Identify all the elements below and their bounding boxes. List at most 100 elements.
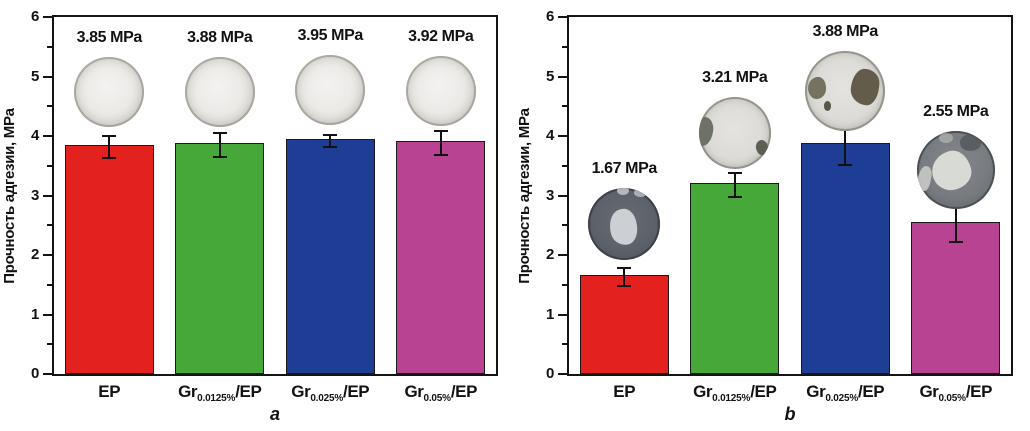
- category-text: Gr: [178, 382, 198, 401]
- plot-area: [567, 15, 1013, 376]
- error-bar: [439, 130, 442, 155]
- error-bar-cap: [617, 284, 632, 287]
- category-subscript: 0.025%: [825, 393, 859, 404]
- y-tick-label: 1: [30, 305, 39, 323]
- bar-value-label: 2.55 MPa: [923, 103, 989, 121]
- y-axis-minor-tick: [562, 105, 567, 108]
- y-axis-major-tick: [558, 75, 567, 78]
- y-axis-major-tick: [43, 254, 52, 256]
- category-text: EP: [613, 382, 636, 401]
- plot-area: [52, 15, 498, 376]
- category-text: Gr: [693, 382, 713, 401]
- error-bar: [844, 124, 847, 166]
- y-tick-label: 4: [30, 127, 39, 144]
- bar-Gr0.05%/EP: [396, 140, 486, 374]
- error-bar: [329, 135, 332, 147]
- disk-surface-patch: [928, 147, 975, 195]
- y-axis-major-tick: [558, 194, 567, 197]
- category-text: Gr: [806, 382, 826, 401]
- panel-letter: b: [784, 404, 796, 424]
- y-tick-label: 0: [30, 365, 39, 382]
- bar-value-label: 3.95 MPa: [297, 27, 364, 45]
- y-tick-label: 1: [545, 305, 554, 323]
- category-text: Gr: [404, 382, 424, 401]
- y-tick-label: 2: [30, 246, 39, 263]
- error-bar-cap: [727, 172, 742, 175]
- error-bar: [954, 206, 957, 243]
- bar-value-label: 3.88 MPa: [187, 28, 253, 46]
- bar-EP: [579, 274, 669, 374]
- disk-surface-patch: [617, 187, 629, 195]
- category-subscript: 0.0125%: [712, 393, 751, 404]
- y-axis-minor-tick: [47, 343, 52, 346]
- x-category-label: Gr0.0125%/EP: [660, 381, 810, 404]
- error-bar: [733, 173, 736, 197]
- category-text: /EP: [965, 382, 993, 401]
- bar-value-label: 3.92 MPa: [408, 27, 474, 45]
- y-axis-minor-tick: [47, 45, 52, 48]
- sample-disk-photo: [805, 50, 886, 131]
- y-axis-minor-tick: [562, 283, 567, 286]
- error-bar-cap: [323, 145, 338, 148]
- disk-surface-patch: [634, 188, 648, 198]
- error-bar-cap: [102, 156, 117, 159]
- y-axis-major-tick: [558, 313, 567, 316]
- category-text: /EP: [235, 382, 262, 401]
- x-category-label: Gr0.025%/EP: [255, 381, 405, 404]
- disk-surface-patch: [958, 133, 982, 153]
- disk-surface-patch: [754, 138, 771, 157]
- y-axis-minor-tick: [47, 164, 52, 167]
- y-tick-label: 3: [30, 186, 39, 204]
- error-bar-cap: [433, 153, 448, 156]
- bar-value-label: 3.85 MPa: [76, 28, 143, 46]
- error-bar-cap: [212, 132, 227, 135]
- bar-Gr0.025%/EP: [285, 138, 375, 374]
- sample-disk-photo: [405, 55, 476, 126]
- error-bar: [108, 136, 111, 158]
- sample-disk-photo: [295, 55, 366, 126]
- x-category-label: Gr0.0125%/EP: [145, 381, 295, 404]
- x-category-label: Gr0.05%/EP: [881, 381, 1030, 404]
- y-tick-label: 6: [545, 8, 554, 25]
- y-axis-major-tick: [558, 254, 567, 256]
- y-axis-minor-tick: [47, 283, 52, 286]
- x-category-label: Gr0.025%/EP: [770, 381, 920, 404]
- category-text: /EP: [858, 382, 885, 401]
- y-axis-major-tick: [43, 135, 52, 137]
- category-text: /EP: [343, 382, 370, 401]
- y-tick-label: 5: [30, 67, 39, 85]
- y-axis-major-tick: [43, 313, 52, 316]
- x-category-label: EP: [549, 381, 699, 403]
- y-axis-major-tick: [43, 75, 52, 78]
- sample-disk-photo: [588, 187, 661, 260]
- panel-letter: a: [269, 404, 280, 424]
- category-subscript: 0.0125%: [197, 393, 236, 404]
- category-subscript: 0.05%: [938, 393, 966, 404]
- y-tick-label: 4: [545, 127, 554, 144]
- bar-value-label: 1.67 MPa: [591, 159, 658, 177]
- x-category-label: EP: [34, 381, 184, 403]
- y-axis-major-tick: [43, 194, 52, 197]
- disk-surface-patch: [606, 207, 641, 248]
- error-bar-cap: [433, 129, 448, 132]
- y-axis-minor-tick: [562, 164, 567, 167]
- y-tick-label: 0: [545, 365, 554, 382]
- category-subscript: 0.05%: [423, 393, 451, 404]
- x-category-label: Gr0.05%/EP: [366, 381, 516, 404]
- bar-Gr0.0125%/EP: [690, 183, 780, 374]
- bar-value-label: 3.21 MPa: [702, 68, 768, 86]
- y-tick-label: 5: [545, 67, 554, 85]
- y-axis-minor-tick: [562, 45, 567, 48]
- error-bar: [623, 267, 626, 286]
- disk-surface-patch: [849, 67, 881, 106]
- disk-surface-patch: [823, 101, 831, 111]
- sample-disk-photo: [916, 131, 995, 210]
- error-bar-cap: [212, 156, 227, 159]
- error-bar-cap: [838, 164, 853, 167]
- chart-panel-a: Прочность адгезии, MPa 0 1 2 3 4 5 6 3.85 MPa EP 3…: [1, 8, 516, 424]
- y-tick-label: 2: [545, 246, 554, 263]
- error-bar: [218, 133, 221, 158]
- sample-disk-photo: [184, 56, 255, 127]
- sample-disk-photo: [698, 96, 771, 169]
